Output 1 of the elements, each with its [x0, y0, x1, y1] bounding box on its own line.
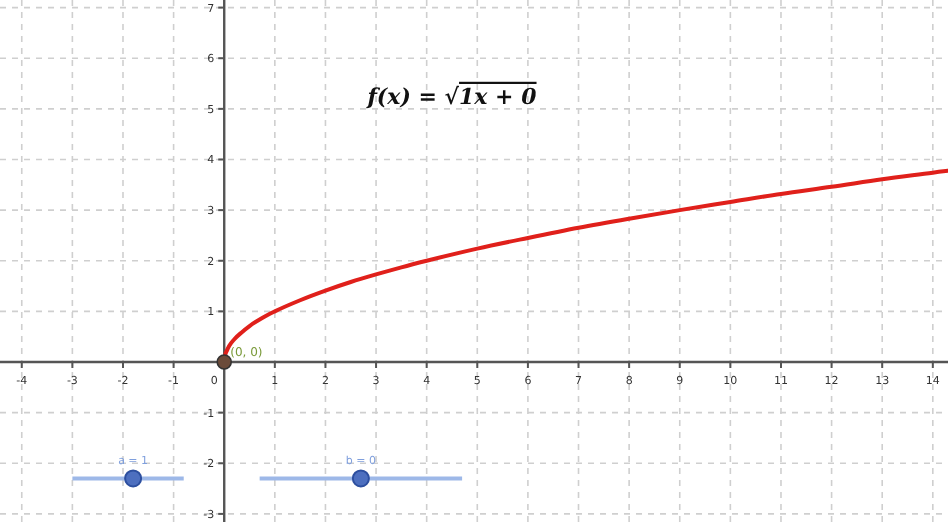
text: f(x) = √1x + 0 — [365, 83, 538, 110]
